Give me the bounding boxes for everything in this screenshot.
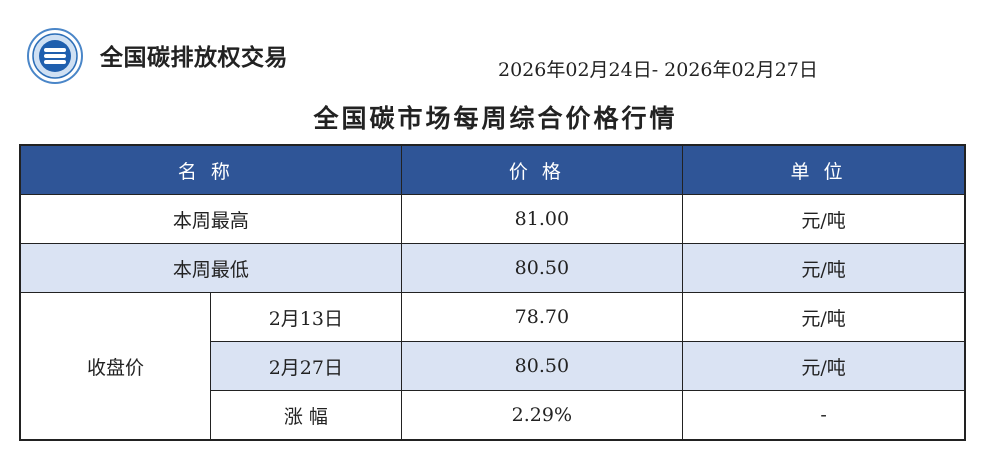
table-row: 本周最高 81.00 元/吨: [19, 194, 966, 244]
col-price: 价格: [400, 144, 684, 195]
col-unit: 单位: [682, 144, 966, 195]
table-row: 2月27日 80.50 元/吨: [20, 341, 966, 391]
brand-name: 全国碳排放权交易: [100, 45, 288, 71]
table-row: 涨 幅 2.29% -: [20, 390, 966, 441]
table-row: 本周最低 80.50 元/吨: [19, 243, 966, 293]
table-row: 收盘价 2月13日 78.70 元/吨: [19, 292, 966, 441]
logo-icon: [27, 28, 83, 84]
closing-label: 收盘价: [19, 292, 212, 441]
table-header: 名称 价格 单位: [19, 144, 966, 195]
price-table: 名称 价格 单位 本周最高 81.00 元/吨 本周最低 80.50 元/吨 收…: [19, 144, 966, 441]
col-name: 名称: [19, 144, 402, 195]
date-range: 2026年02月24日- 2026年02月27日: [498, 59, 818, 81]
page-title: 全国碳市场每周综合价格行情: [313, 104, 678, 133]
